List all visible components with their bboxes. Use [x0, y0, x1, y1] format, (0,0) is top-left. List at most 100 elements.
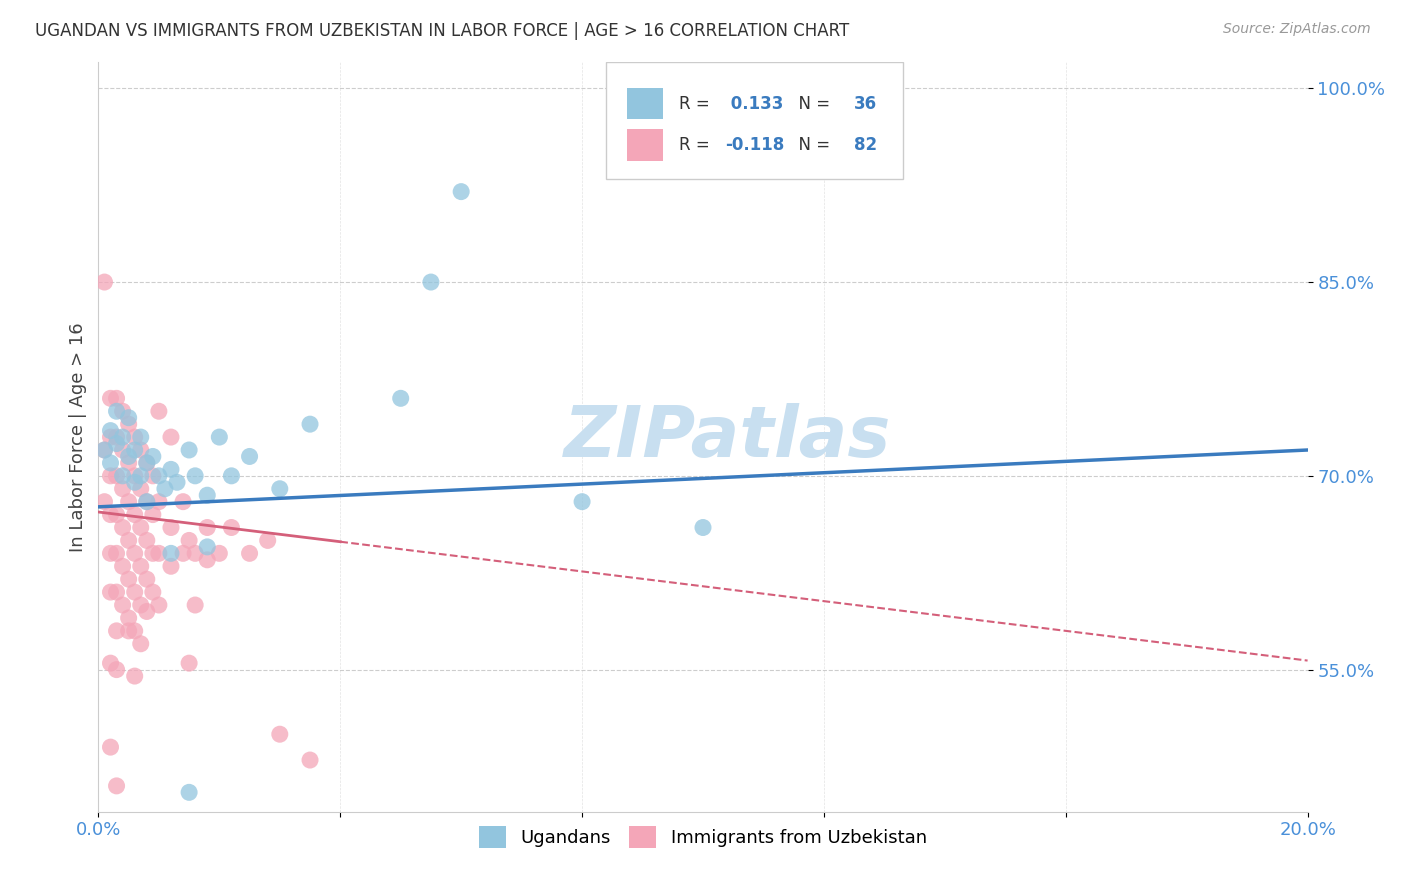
Point [105, 843, 128, 857]
Point [105, 546, 128, 560]
Text: Source: ZipAtlas.com: Source: ZipAtlas.com [1223, 22, 1371, 37]
Point [129, 559, 152, 574]
Point [160, 520, 183, 534]
Point [105, 508, 128, 522]
Point [100, 856, 122, 871]
Text: ZIPatlas: ZIPatlas [564, 402, 891, 472]
Point [105, 468, 128, 483]
Point [105, 436, 128, 450]
Point [179, 442, 201, 457]
Point [118, 830, 141, 845]
Point [100, 392, 122, 406]
Point [135, 494, 157, 508]
Bar [627, 88, 664, 120]
FancyBboxPatch shape [606, 62, 903, 178]
Point [142, 546, 165, 560]
Point [100, 656, 122, 670]
Point [195, 520, 218, 534]
Point [299, 417, 322, 432]
Point [124, 508, 146, 522]
Point [179, 656, 201, 670]
Point [160, 546, 183, 560]
Point [124, 430, 146, 444]
Y-axis label: In Labor Force | Age > 16: In Labor Force | Age > 16 [69, 322, 87, 552]
Point [118, 494, 141, 508]
Point [105, 430, 128, 444]
Point [148, 468, 170, 483]
Point [129, 482, 152, 496]
Point [105, 404, 128, 418]
Point [450, 185, 472, 199]
Point [105, 779, 128, 793]
Point [160, 430, 183, 444]
Point [105, 585, 128, 599]
Point [118, 417, 141, 432]
Point [124, 546, 146, 560]
Point [111, 520, 134, 534]
Point [118, 624, 141, 638]
Point [135, 605, 157, 619]
Point [160, 559, 183, 574]
Point [148, 598, 170, 612]
Point [124, 585, 146, 599]
Text: R =: R = [679, 95, 714, 112]
Point [184, 598, 207, 612]
Point [195, 553, 218, 567]
Point [135, 533, 157, 548]
Point [124, 468, 146, 483]
Point [93, 275, 115, 289]
Point [111, 598, 134, 612]
Point [111, 468, 134, 483]
Point [420, 275, 443, 289]
Text: -0.118: -0.118 [724, 136, 785, 153]
Point [299, 753, 322, 767]
Point [221, 468, 243, 483]
Point [124, 669, 146, 683]
Point [100, 508, 122, 522]
Point [239, 546, 262, 560]
Point [172, 546, 194, 560]
Point [142, 585, 165, 599]
Point [100, 585, 122, 599]
Point [135, 572, 157, 586]
Point [571, 494, 593, 508]
Point [269, 482, 291, 496]
Point [172, 494, 194, 508]
Point [118, 456, 141, 470]
Point [692, 520, 714, 534]
Point [153, 482, 176, 496]
Point [100, 740, 122, 755]
Point [118, 410, 141, 425]
Point [129, 598, 152, 612]
Point [208, 546, 231, 560]
Point [184, 468, 207, 483]
Text: R =: R = [679, 136, 714, 153]
Text: 82: 82 [855, 136, 877, 153]
Point [93, 442, 115, 457]
Point [100, 468, 122, 483]
Point [105, 392, 128, 406]
Point [100, 546, 122, 560]
Point [124, 442, 146, 457]
Point [100, 430, 122, 444]
Point [129, 468, 152, 483]
Text: UGANDAN VS IMMIGRANTS FROM UZBEKISTAN IN LABOR FORCE | AGE > 16 CORRELATION CHAR: UGANDAN VS IMMIGRANTS FROM UZBEKISTAN IN… [35, 22, 849, 40]
Point [221, 520, 243, 534]
Point [111, 482, 134, 496]
Point [105, 663, 128, 677]
Text: N =: N = [787, 95, 835, 112]
Point [93, 494, 115, 508]
Point [148, 546, 170, 560]
Point [179, 533, 201, 548]
Point [129, 430, 152, 444]
Point [269, 727, 291, 741]
Point [195, 540, 218, 554]
Text: 0.133: 0.133 [724, 95, 783, 112]
Point [93, 442, 115, 457]
Point [135, 456, 157, 470]
Point [124, 624, 146, 638]
Point [105, 624, 128, 638]
Point [148, 494, 170, 508]
Legend: Ugandans, Immigrants from Uzbekistan: Ugandans, Immigrants from Uzbekistan [472, 819, 934, 855]
Point [111, 430, 134, 444]
